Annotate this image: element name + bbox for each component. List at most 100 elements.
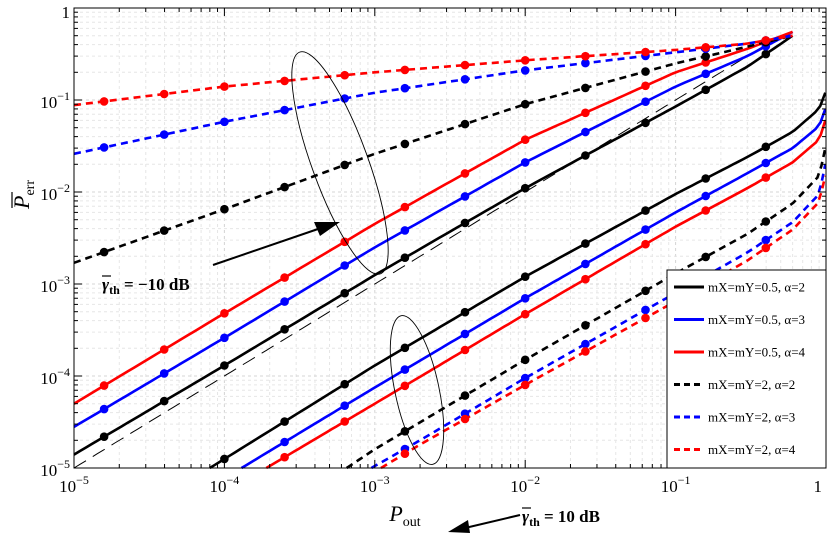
data-marker	[520, 380, 530, 390]
x-tick-label: 1	[814, 477, 823, 496]
data-marker	[280, 105, 289, 115]
x-tick-label: 10−2	[510, 473, 540, 496]
data-marker	[400, 226, 410, 235]
data-marker	[520, 294, 530, 303]
asymptote-line	[73, 39, 775, 469]
data-marker	[581, 51, 590, 61]
legend-label: mX=mY=0.5, α=4	[708, 345, 806, 360]
data-marker	[520, 272, 530, 282]
data-marker	[220, 333, 229, 343]
plot-frame	[73, 7, 827, 469]
data-marker	[641, 206, 650, 215]
data-marker	[220, 117, 229, 127]
data-marker	[520, 158, 530, 167]
legend-item: mX=mY=2, α=4	[674, 442, 796, 457]
data-marker	[460, 391, 470, 400]
data-marker	[701, 43, 710, 52]
data-marker	[340, 160, 350, 170]
data-marker	[701, 58, 710, 67]
svg-text:γth = −10 dB: γth = −10 dB	[102, 275, 190, 297]
data-marker	[340, 288, 350, 298]
data-marker	[641, 239, 650, 249]
x-tick-label: 10−5	[59, 473, 89, 496]
data-marker	[99, 404, 109, 414]
data-marker	[761, 158, 771, 168]
series-line-9	[265, 120, 827, 470]
data-marker	[761, 142, 771, 152]
series-line-8	[240, 108, 827, 470]
legend-label: mX=mY=2, α=2	[708, 377, 795, 392]
y-tick-label: 10−1	[40, 89, 70, 112]
data-marker	[581, 239, 590, 248]
data-marker	[280, 452, 289, 462]
data-marker	[581, 259, 590, 269]
svg-text:Perr: Perr	[9, 180, 38, 210]
legend-box	[666, 269, 827, 469]
data-marker	[400, 253, 410, 262]
data-marker	[400, 381, 410, 391]
data-marker	[340, 401, 350, 411]
data-marker	[641, 47, 650, 57]
legend-item: mX=mY=0.5, α=2	[674, 280, 805, 295]
data-marker	[400, 65, 410, 75]
ticks	[73, 8, 826, 469]
series-line-7	[209, 92, 827, 470]
svg-text:γth = 10 dB: γth = 10 dB	[522, 507, 600, 529]
data-marker	[99, 432, 109, 442]
y-tick-label: 10−3	[40, 273, 70, 296]
series-line-6	[73, 34, 793, 107]
annotation-arrow-minus10db	[212, 222, 340, 266]
data-marker	[460, 307, 470, 317]
data-marker	[641, 118, 650, 128]
data-marker	[340, 417, 350, 426]
legend-label: mX=mY=0.5, α=3	[708, 312, 805, 327]
data-marker	[159, 130, 169, 139]
data-marker	[340, 94, 350, 103]
data-marker	[701, 52, 710, 61]
data-marker	[460, 60, 470, 70]
data-marker	[400, 83, 410, 93]
data-marker	[520, 373, 530, 383]
data-marker	[460, 75, 470, 84]
data-marker	[400, 343, 410, 353]
tick-labels: 10−5 10−4 10−3 10−2 10−1 1 10−5 10−4 10−3 10−2 10−…	[40, 3, 822, 496]
data-marker	[159, 226, 169, 235]
data-marker	[581, 347, 590, 356]
y-tick-label: 10−5	[40, 457, 70, 480]
data-marker	[520, 56, 530, 65]
x-tick-label: 10−1	[661, 473, 691, 496]
data-marker	[641, 97, 650, 106]
series-line-5	[73, 34, 793, 156]
data-marker	[581, 151, 590, 160]
data-marker	[761, 243, 771, 253]
y-axis-label: Perr	[9, 180, 38, 210]
data-marker	[280, 437, 289, 447]
legend-label: mX=mY=2, α=3	[708, 410, 795, 425]
series-line-1	[73, 34, 794, 456]
data-marker	[280, 76, 289, 86]
data-marker	[581, 58, 590, 68]
data-marker	[701, 69, 710, 79]
data-marker	[581, 83, 590, 93]
data-marker	[520, 66, 530, 75]
data-marker	[761, 36, 771, 45]
data-marker	[460, 414, 470, 424]
data-marker	[641, 313, 650, 323]
data-marker	[340, 261, 350, 270]
data-marker	[99, 97, 109, 106]
data-marker	[520, 99, 530, 109]
data-marker	[581, 274, 590, 284]
data-marker	[701, 252, 710, 262]
data-marker	[641, 225, 650, 234]
data-marker	[159, 89, 169, 99]
group-ellipse-10db	[389, 315, 445, 465]
legend: mX=mY=0.5, α=2 mX=mY=0.5, α=3 mX=mY=0.5, α…	[666, 269, 827, 469]
data-marker	[520, 183, 530, 193]
data-marker	[340, 70, 350, 80]
legend-item: mX=mY=2, α=2	[674, 377, 795, 392]
data-marker	[280, 297, 289, 306]
data-marker	[280, 325, 289, 334]
data-marker	[701, 191, 710, 201]
annotation-minus10db: γth = −10 dB	[102, 275, 190, 297]
